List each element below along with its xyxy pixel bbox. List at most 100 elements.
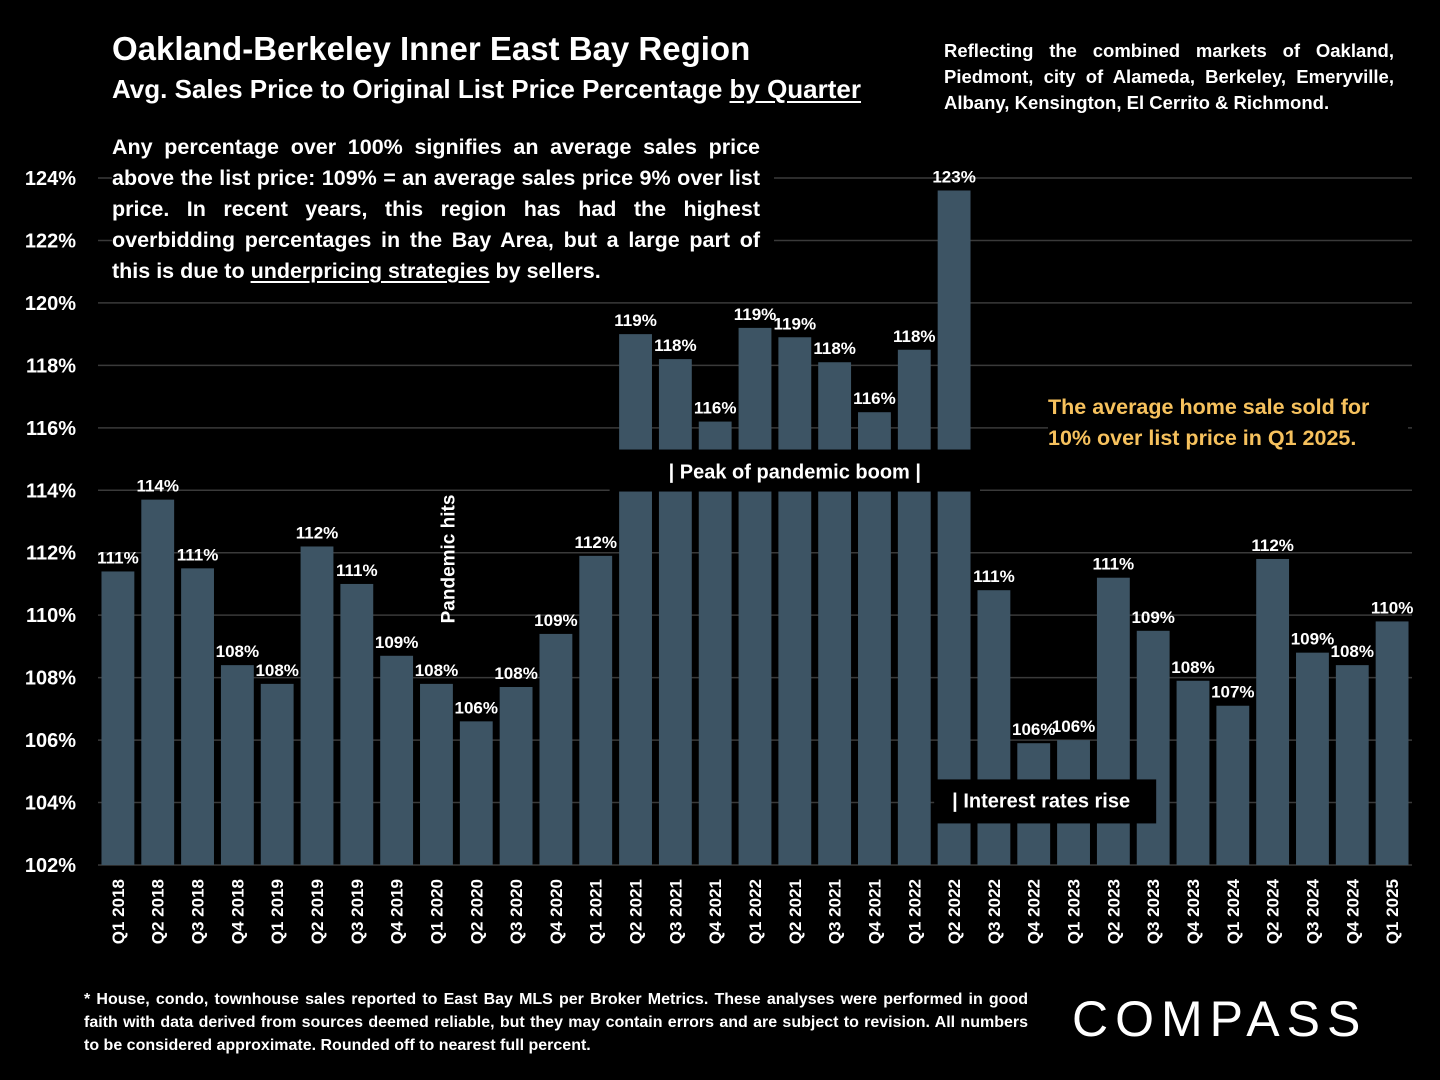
x-tick-label: Q4 2018 <box>228 879 247 944</box>
data-label: 111% <box>97 548 139 567</box>
y-axis-ticks: 102% 104% 106% 108% 110% 112% 114% 116% 118% 120%… <box>25 168 76 877</box>
data-label: 111% <box>1093 555 1135 574</box>
bar <box>380 655 414 865</box>
x-tick-label: Q1 2018 <box>109 879 128 944</box>
bar <box>1296 652 1329 865</box>
x-tick-label: Q4 2020 <box>547 879 566 944</box>
data-label: 106% <box>1052 717 1095 736</box>
data-label: 109% <box>1131 608 1174 627</box>
data-label: 111% <box>336 561 378 580</box>
x-tick-label: Q3 2018 <box>189 879 208 944</box>
bar <box>619 334 652 865</box>
bar <box>1375 621 1409 865</box>
data-label: 114% <box>136 477 179 496</box>
bar <box>778 337 812 865</box>
x-tick-label: Q1 2020 <box>427 879 446 944</box>
x-tick-label: Q4 2023 <box>1184 879 1203 944</box>
data-label: 108% <box>1171 658 1214 677</box>
data-label: 109% <box>1291 630 1334 649</box>
x-tick-label: Q1 2022 <box>746 879 765 944</box>
data-labels: 111%114%111%108%108%112%111%109%108%106%… <box>97 167 1413 739</box>
bar <box>539 633 573 865</box>
annotation-peak-of-pandemic-boom: | Peak of pandemic boom | <box>669 462 921 484</box>
bar <box>658 359 692 865</box>
bar <box>1216 705 1250 865</box>
x-tick-label: Q2 2021 <box>627 879 646 944</box>
bar <box>579 555 613 865</box>
y-tick-label: 108% <box>25 668 76 690</box>
callout-text: The average home sale sold for 10% over … <box>1048 392 1408 454</box>
x-tick-label: Q2 2020 <box>467 879 486 944</box>
data-label: 106% <box>1012 720 1055 739</box>
bar <box>260 683 294 865</box>
chart-title: Oakland-Berkeley Inner East Bay Region <box>112 30 751 67</box>
data-label: 106% <box>455 698 498 717</box>
bar <box>141 499 175 865</box>
bar <box>101 571 135 865</box>
bar <box>977 590 1011 865</box>
x-tick-label: Q3 2023 <box>1144 879 1163 944</box>
y-tick-label: 102% <box>25 855 76 877</box>
data-label: 108% <box>1331 642 1374 661</box>
data-label: 109% <box>534 611 577 630</box>
x-tick-label: Q3 2021 <box>666 879 685 944</box>
bar <box>1335 665 1369 865</box>
explanation-part2: by sellers. <box>489 259 601 283</box>
x-tick-label: Q3 2024 <box>1303 878 1322 944</box>
y-tick-label: 124% <box>25 168 76 190</box>
data-label: 118% <box>654 336 697 355</box>
x-tick-label: Q2 2022 <box>945 879 964 944</box>
x-tick-label: Q4 2021 <box>706 879 725 944</box>
y-tick-label: 120% <box>25 293 76 315</box>
data-label: 116% <box>694 399 737 418</box>
bar <box>181 568 214 865</box>
bar <box>698 421 732 865</box>
data-label: 112% <box>296 523 339 542</box>
x-tick-label: Q1 2019 <box>268 879 287 944</box>
x-tick-label: Q2 2019 <box>308 879 327 944</box>
annotation-rates-background <box>934 779 1157 824</box>
y-tick-label: 110% <box>26 605 76 627</box>
data-label: 119% <box>774 314 817 333</box>
bar <box>1256 558 1290 865</box>
y-tick-label: 112% <box>26 543 76 565</box>
y-tick-label: 116% <box>26 418 76 440</box>
x-tick-label: Q2 2024 <box>1264 878 1283 944</box>
bar <box>459 721 493 865</box>
bar <box>220 665 254 865</box>
data-label: 108% <box>216 642 259 661</box>
bar <box>897 349 931 865</box>
x-tick-label: Q4 2019 <box>388 879 407 944</box>
x-tick-label: Q4 2024 <box>1343 878 1362 944</box>
y-tick-label: 104% <box>25 793 76 815</box>
data-label: 118% <box>813 339 856 358</box>
x-tick-label: Q1 2023 <box>1065 879 1084 944</box>
compass-logo: COMPASS <box>1072 991 1368 1047</box>
bar <box>1136 630 1170 865</box>
x-tick-label: Q1 2024 <box>1224 878 1243 944</box>
annotations: Pandemic hits | Peak of pandemic boom | | … <box>438 449 1157 824</box>
data-label: 108% <box>415 661 458 680</box>
y-tick-label: 106% <box>25 730 76 752</box>
data-label: 119% <box>614 311 657 330</box>
chart-subtitle: Avg. Sales Price to Original List Price … <box>112 74 861 105</box>
data-label: 123% <box>932 167 975 186</box>
y-tick-label: 118% <box>26 355 76 377</box>
x-tick-label: Q3 2020 <box>507 879 526 944</box>
bar <box>420 683 453 865</box>
x-tick-label: Q1 2025 <box>1383 879 1402 944</box>
x-axis-ticks: Q1 2018 Q2 2018 Q3 2018 Q4 2018 Q1 2019 Q2 20… <box>109 878 1402 944</box>
data-label: 108% <box>255 661 298 680</box>
data-label: 112% <box>574 533 617 552</box>
y-tick-label: 114% <box>26 480 76 502</box>
data-label: 119% <box>734 305 777 324</box>
x-tick-label: Q3 2019 <box>348 879 367 944</box>
x-tick-label: Q2 2021 <box>786 879 805 944</box>
x-tick-label: Q1 2021 <box>587 879 606 944</box>
x-tick-label: Q3 2021 <box>826 879 845 944</box>
data-label: 112% <box>1251 536 1294 555</box>
explanation-text: Any percentage over 100% signifies an av… <box>112 132 774 287</box>
region-note: Reflecting the combined markets of Oakla… <box>944 40 1394 113</box>
subtitle-main: Avg. Sales Price to Original List Price … <box>112 74 723 104</box>
x-tick-label: Q2 2018 <box>149 879 168 944</box>
